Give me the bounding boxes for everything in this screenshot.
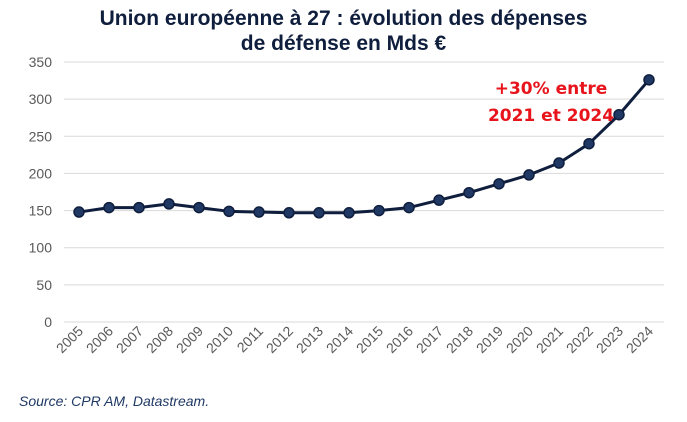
x-tick-label: 2011 xyxy=(234,323,267,356)
y-tick-label: 150 xyxy=(29,203,53,219)
y-tick-label: 300 xyxy=(29,91,53,107)
data-point xyxy=(253,206,265,218)
data-point xyxy=(313,207,325,219)
source-note: Source: CPR AM, Datastream. xyxy=(19,393,210,409)
x-tick-label: 2009 xyxy=(173,323,206,356)
growth-annotation: +30% entre 2021 et 2024 xyxy=(476,76,626,130)
data-point xyxy=(373,204,385,217)
data-point xyxy=(523,169,535,181)
x-tick-label: 2012 xyxy=(263,323,296,356)
chart-title: Union européenne à 27 : évolution des dé… xyxy=(0,6,687,56)
x-tick-label: 2005 xyxy=(53,323,86,356)
data-point xyxy=(403,201,415,214)
data-point xyxy=(583,137,595,150)
y-tick-label: 50 xyxy=(36,277,52,293)
data-point xyxy=(73,206,85,218)
x-tick-label: 2023 xyxy=(593,323,626,356)
data-point xyxy=(223,205,235,218)
data-point xyxy=(553,157,565,169)
x-axis-ticks: 2005200620072008200920102011201220132014… xyxy=(53,323,656,356)
chart-title-line-1: Union européenne à 27 : évolution des dé… xyxy=(99,7,588,30)
gridlines xyxy=(64,61,664,323)
x-tick-label: 2022 xyxy=(563,323,596,356)
x-tick-label: 2016 xyxy=(383,323,416,356)
x-tick-label: 2006 xyxy=(83,323,116,356)
x-tick-label: 2007 xyxy=(113,323,146,356)
y-axis-ticks: 0 50 100 150 200 250 300 350 xyxy=(29,54,53,330)
x-tick-label: 2010 xyxy=(203,323,236,356)
data-point xyxy=(343,207,355,219)
y-tick-label: 0 xyxy=(44,314,52,330)
data-point xyxy=(433,194,445,206)
data-point xyxy=(283,207,295,219)
data-point xyxy=(643,74,655,86)
x-tick-label: 2008 xyxy=(143,323,176,356)
data-point xyxy=(163,198,175,210)
chart-title-line-2: de défense en Mds € xyxy=(240,32,447,55)
y-tick-label: 200 xyxy=(29,165,53,181)
data-point xyxy=(103,201,115,214)
x-tick-label: 2019 xyxy=(473,323,506,356)
x-tick-label: 2020 xyxy=(503,323,536,356)
x-tick-label: 2018 xyxy=(443,323,476,356)
x-tick-label: 2014 xyxy=(323,323,356,356)
data-point xyxy=(133,201,145,214)
y-tick-label: 350 xyxy=(29,54,53,70)
data-point xyxy=(463,186,475,199)
data-point xyxy=(193,201,205,214)
annotation-line-2: 2021 et 2024 xyxy=(487,106,615,126)
data-point xyxy=(493,178,505,190)
y-tick-label: 100 xyxy=(29,240,53,256)
annotation-line-1: +30% entre xyxy=(494,79,608,99)
x-tick-label: 2021 xyxy=(533,323,566,356)
data-point xyxy=(613,108,625,121)
x-tick-label: 2017 xyxy=(413,323,446,356)
y-tick-label: 250 xyxy=(29,128,53,144)
x-tick-label: 2024 xyxy=(623,323,656,356)
data-points xyxy=(73,74,655,219)
x-tick-label: 2013 xyxy=(293,323,326,356)
x-tick-label: 2015 xyxy=(353,323,386,356)
